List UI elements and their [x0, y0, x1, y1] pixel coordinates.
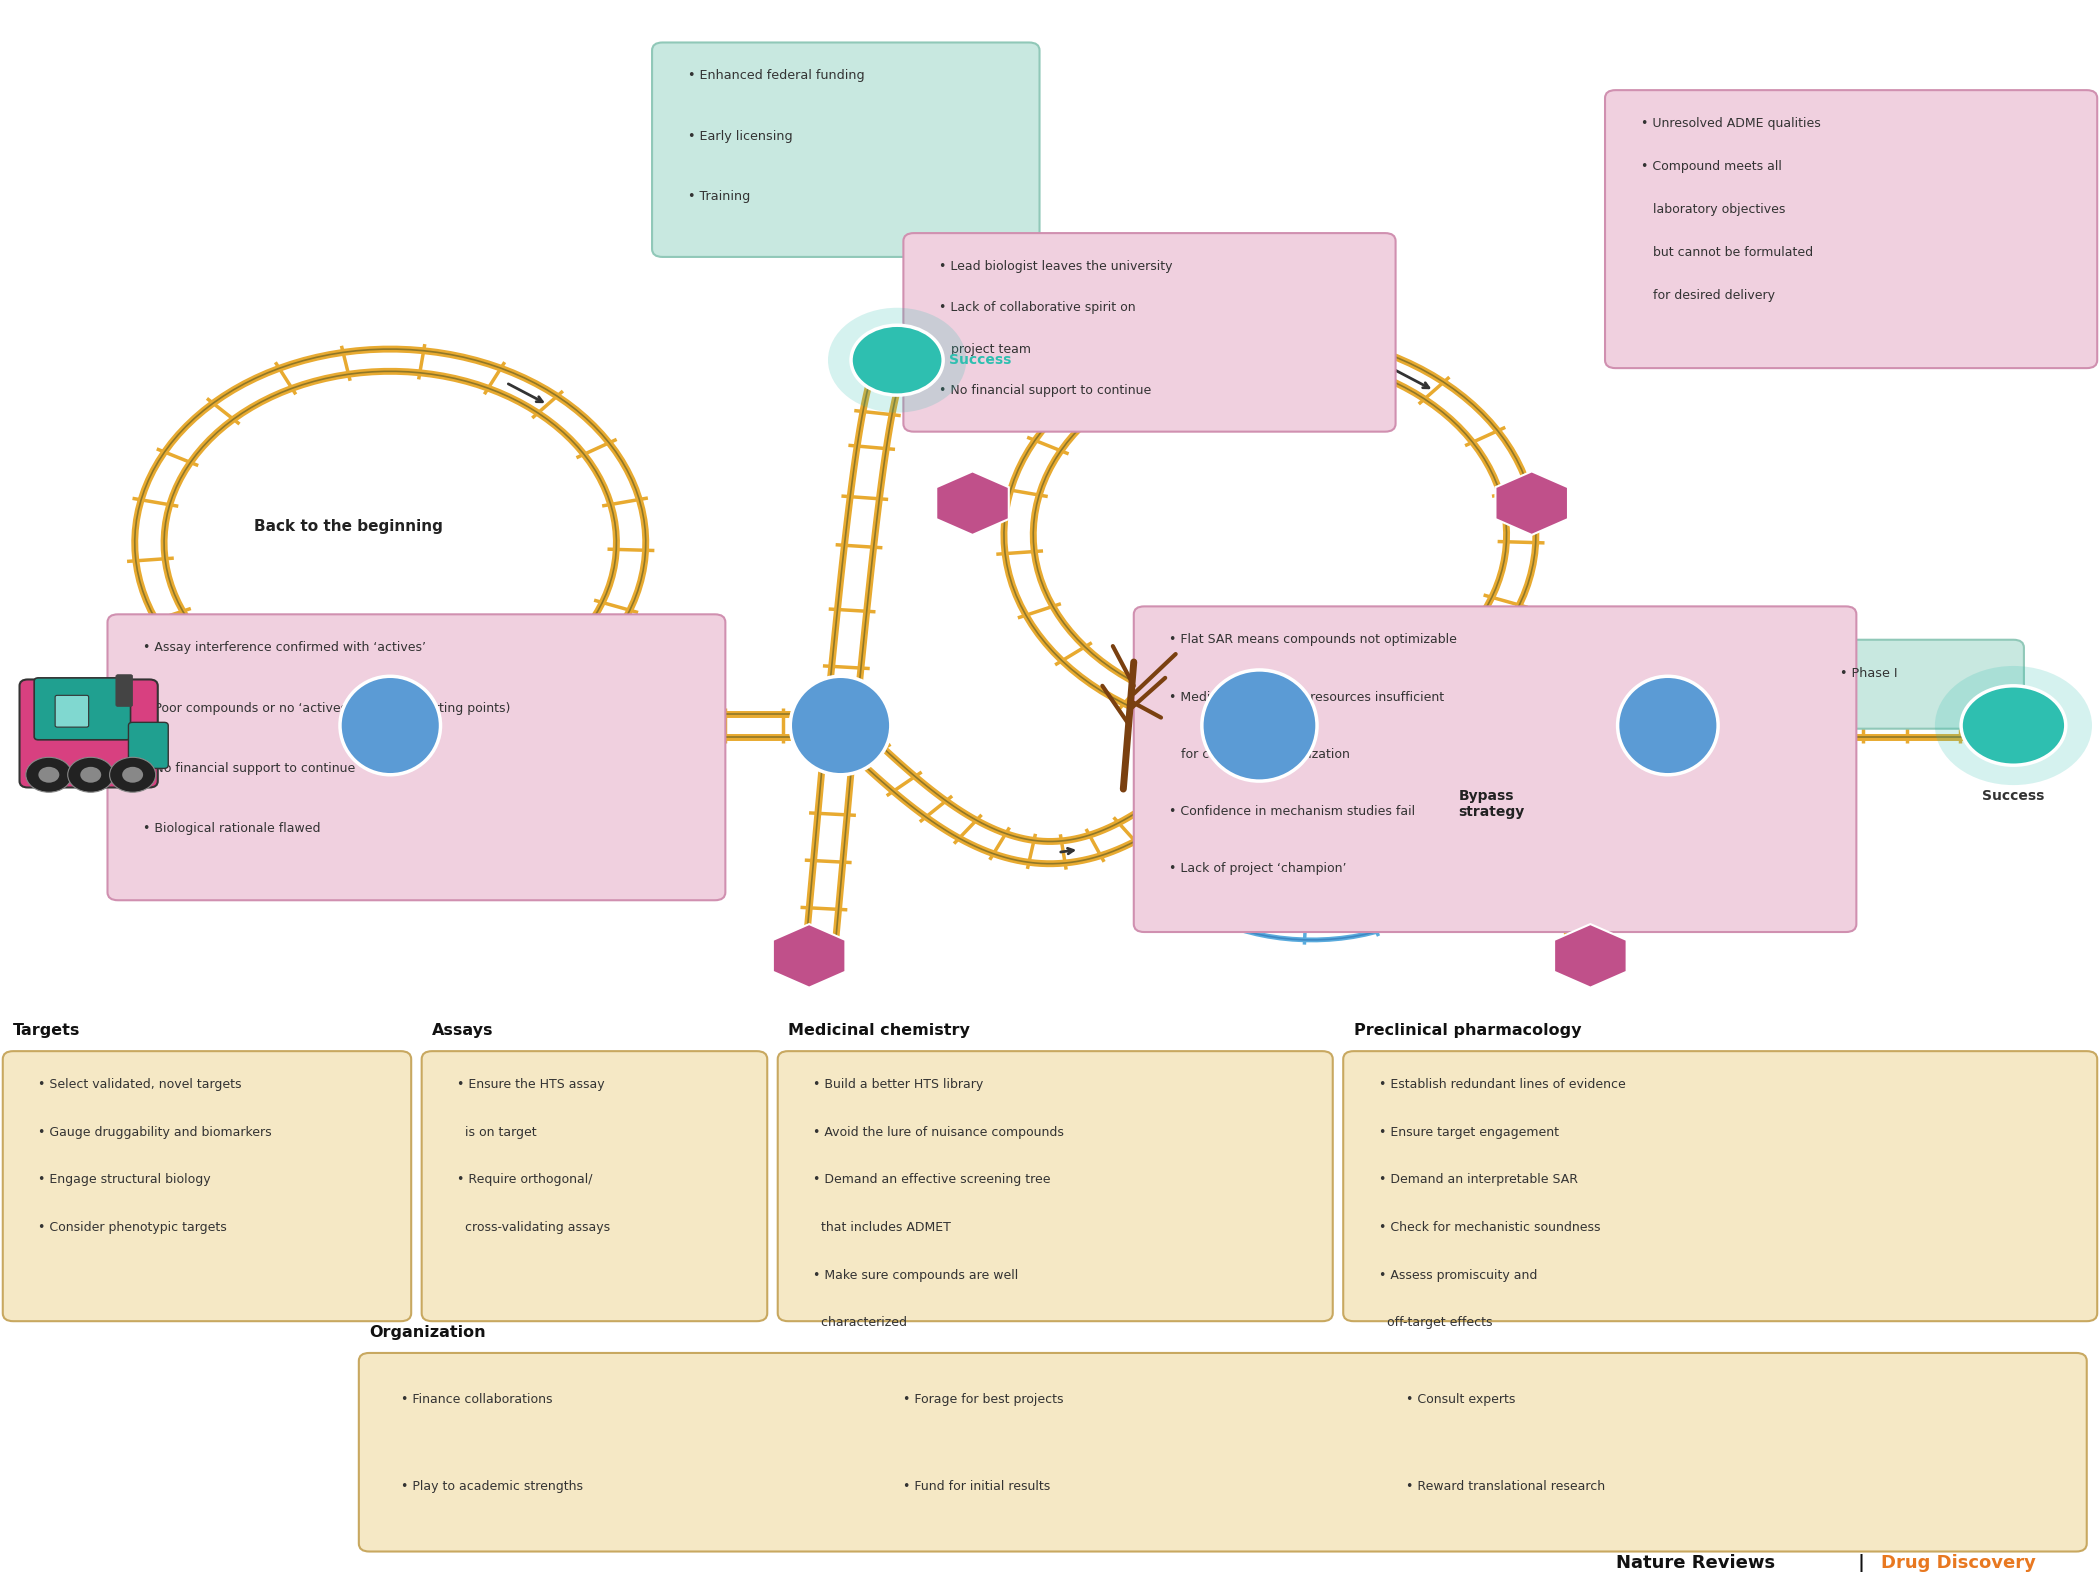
Text: • Finance collaborations: • Finance collaborations: [401, 1393, 552, 1406]
Text: • Check for mechanistic soundness: • Check for mechanistic soundness: [1380, 1221, 1600, 1234]
Text: • Biological rationale flawed: • Biological rationale flawed: [143, 823, 321, 835]
Circle shape: [80, 767, 101, 783]
Text: • No financial support to continue: • No financial support to continue: [143, 762, 355, 775]
Text: Bypass
strategy: Bypass strategy: [1457, 789, 1525, 819]
Text: laboratory objectives: laboratory objectives: [1640, 202, 1785, 215]
Circle shape: [1934, 666, 2092, 786]
Text: • Flat SAR means compounds not optimizable: • Flat SAR means compounds not optimizab…: [1170, 633, 1457, 647]
FancyBboxPatch shape: [34, 677, 130, 740]
FancyBboxPatch shape: [116, 674, 132, 706]
Text: • Compound meets all: • Compound meets all: [1640, 159, 1781, 174]
FancyBboxPatch shape: [1604, 91, 2098, 368]
Text: • Poor compounds or no ‘actives’ (no good starting points): • Poor compounds or no ‘actives’ (no goo…: [143, 701, 510, 714]
FancyBboxPatch shape: [2, 1050, 412, 1321]
Text: Drug Discovery: Drug Discovery: [1882, 1554, 2037, 1572]
Text: is on target: is on target: [458, 1125, 538, 1138]
Circle shape: [38, 767, 59, 783]
Text: Preclinical pharmacology: Preclinical pharmacology: [1354, 1023, 1581, 1038]
Ellipse shape: [1617, 676, 1718, 775]
Text: • Require orthogonal/: • Require orthogonal/: [458, 1173, 592, 1186]
FancyBboxPatch shape: [128, 722, 168, 768]
Text: but cannot be formulated: but cannot be formulated: [1640, 245, 1812, 258]
Text: Success: Success: [949, 354, 1012, 367]
Text: • Lack of collaborative spirit on: • Lack of collaborative spirit on: [939, 301, 1136, 314]
Circle shape: [827, 308, 966, 413]
Text: Nature Reviews: Nature Reviews: [1615, 1554, 1774, 1572]
Text: cross-validating assays: cross-validating assays: [458, 1221, 611, 1234]
Circle shape: [850, 325, 943, 395]
Text: • Play to academic strengths: • Play to academic strengths: [401, 1481, 582, 1494]
Text: • Early licensing: • Early licensing: [687, 129, 792, 143]
FancyBboxPatch shape: [1804, 639, 2024, 728]
Polygon shape: [1495, 472, 1569, 536]
FancyBboxPatch shape: [359, 1353, 2087, 1551]
Text: Targets: Targets: [13, 1023, 80, 1038]
Text: off-target effects: off-target effects: [1380, 1317, 1493, 1329]
Text: • Enhanced federal funding: • Enhanced federal funding: [687, 70, 865, 83]
Text: project team: project team: [939, 343, 1031, 355]
FancyBboxPatch shape: [777, 1050, 1334, 1321]
Ellipse shape: [790, 676, 890, 775]
Text: • Medicinal chemistry resources insufficient: • Medicinal chemistry resources insuffic…: [1170, 690, 1445, 703]
Text: • Phase I: • Phase I: [1840, 666, 1896, 679]
Text: for compound optimization: for compound optimization: [1170, 748, 1350, 760]
Text: • Establish redundant lines of evidence: • Establish redundant lines of evidence: [1380, 1078, 1625, 1092]
Text: • Unresolved ADME qualities: • Unresolved ADME qualities: [1640, 116, 1821, 131]
FancyBboxPatch shape: [422, 1050, 766, 1321]
Text: for desired delivery: for desired delivery: [1640, 289, 1774, 301]
FancyBboxPatch shape: [1344, 1050, 2098, 1321]
Text: • Confidence in mechanism studies fail: • Confidence in mechanism studies fail: [1170, 805, 1415, 818]
Circle shape: [109, 757, 155, 792]
Text: • Select validated, novel targets: • Select validated, novel targets: [38, 1078, 242, 1092]
Text: • No financial support to continue: • No financial support to continue: [939, 384, 1151, 397]
Text: • Engage structural biology: • Engage structural biology: [38, 1173, 210, 1186]
Text: that includes ADMET: that includes ADMET: [813, 1221, 951, 1234]
Text: • Assay interference confirmed with ‘actives’: • Assay interference confirmed with ‘act…: [143, 641, 426, 654]
Text: • Ensure the HTS assay: • Ensure the HTS assay: [458, 1078, 605, 1092]
Circle shape: [1961, 685, 2066, 765]
Text: • Lead biologist leaves the university: • Lead biologist leaves the university: [939, 260, 1172, 273]
Text: • Ensure target engagement: • Ensure target engagement: [1380, 1125, 1558, 1138]
Text: Assays: Assays: [433, 1023, 493, 1038]
FancyBboxPatch shape: [903, 233, 1396, 432]
FancyBboxPatch shape: [55, 695, 88, 727]
FancyBboxPatch shape: [19, 679, 158, 787]
Text: • Reward translational research: • Reward translational research: [1407, 1481, 1604, 1494]
Text: • Demand an interpretable SAR: • Demand an interpretable SAR: [1380, 1173, 1577, 1186]
Text: • Avoid the lure of nuisance compounds: • Avoid the lure of nuisance compounds: [813, 1125, 1065, 1138]
Text: • Fund for initial results: • Fund for initial results: [903, 1481, 1050, 1494]
Text: • Lack of project ‘champion’: • Lack of project ‘champion’: [1170, 862, 1346, 875]
Text: Organization: Organization: [370, 1325, 485, 1341]
Circle shape: [67, 757, 113, 792]
Polygon shape: [937, 472, 1008, 536]
Polygon shape: [773, 925, 846, 988]
Text: • Training: • Training: [687, 190, 750, 202]
Ellipse shape: [1201, 669, 1317, 781]
Text: |: |: [1852, 1554, 1871, 1572]
Text: Medicinal chemistry: Medicinal chemistry: [788, 1023, 970, 1038]
Circle shape: [25, 757, 71, 792]
Polygon shape: [1554, 925, 1628, 988]
Text: • Make sure compounds are well: • Make sure compounds are well: [813, 1269, 1018, 1282]
Text: • Forage for best projects: • Forage for best projects: [903, 1393, 1065, 1406]
Text: • Build a better HTS library: • Build a better HTS library: [813, 1078, 983, 1092]
Text: characterized: characterized: [813, 1317, 907, 1329]
Text: • Gauge druggability and biomarkers: • Gauge druggability and biomarkers: [38, 1125, 273, 1138]
Ellipse shape: [340, 676, 441, 775]
Text: Back to the beginning: Back to the beginning: [254, 520, 443, 534]
Text: • Consider phenotypic targets: • Consider phenotypic targets: [38, 1221, 227, 1234]
FancyBboxPatch shape: [1134, 606, 1856, 932]
FancyBboxPatch shape: [653, 43, 1040, 257]
Text: Success: Success: [1982, 789, 2045, 803]
Text: • Demand an effective screening tree: • Demand an effective screening tree: [813, 1173, 1050, 1186]
FancyBboxPatch shape: [107, 614, 724, 901]
Text: • Consult experts: • Consult experts: [1407, 1393, 1516, 1406]
Text: • Assess promiscuity and: • Assess promiscuity and: [1380, 1269, 1537, 1282]
Circle shape: [122, 767, 143, 783]
